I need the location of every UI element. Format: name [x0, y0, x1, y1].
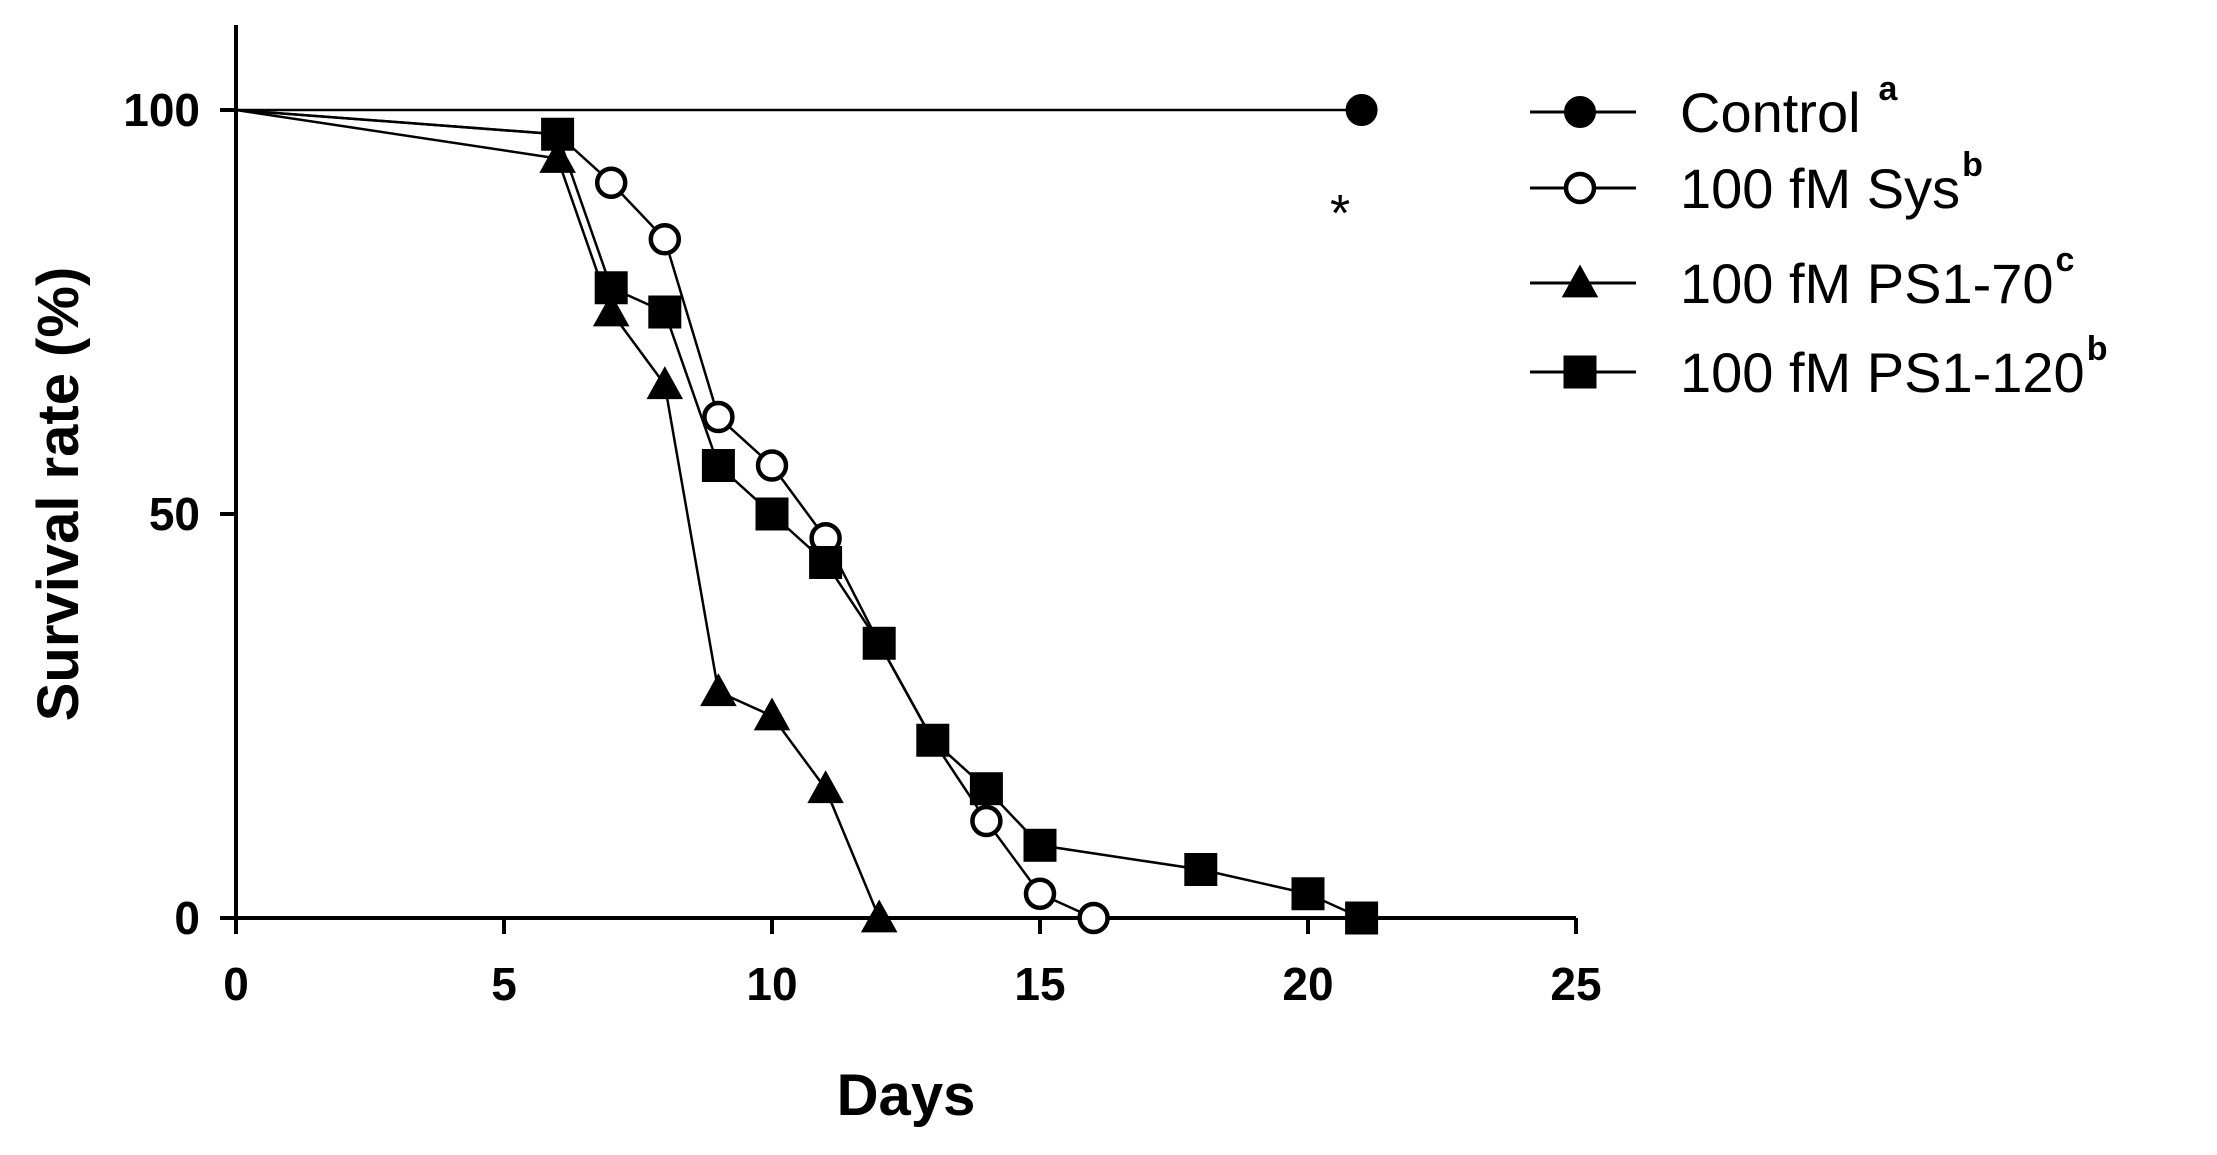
- data-point: [916, 723, 950, 757]
- data-point: [1077, 901, 1110, 935]
- legend-label: 100 fM Sys: [1680, 157, 1960, 220]
- data-point: [648, 223, 682, 256]
- legend-item: 100 fM PS1-120 b: [1530, 330, 2107, 404]
- data-point: [1291, 877, 1325, 911]
- legend-marker: [1564, 96, 1596, 128]
- x-tick-label: 5: [491, 958, 517, 1010]
- legend-label: 100 fM PS1-120: [1680, 341, 2085, 404]
- legend-marker: [1563, 355, 1597, 389]
- data-point: [539, 139, 576, 173]
- data-point: [753, 697, 791, 731]
- x-tick-label: 0: [223, 958, 249, 1010]
- data-point: [807, 770, 844, 804]
- x-tick-label: 10: [746, 958, 797, 1010]
- series-2: [235, 108, 881, 919]
- data-point: [594, 166, 628, 199]
- data-point: [1023, 877, 1057, 911]
- data-point: [755, 449, 789, 482]
- axes: 0 5 10 15 20 25 0 50 100 Days Survival rate (%): [26, 25, 1602, 1128]
- data-point: [541, 117, 575, 151]
- series-layer: [235, 94, 1379, 935]
- data-point: [1184, 853, 1218, 887]
- series-line: [235, 108, 1363, 920]
- data-point: [1345, 94, 1378, 126]
- x-tick-label: 15: [1014, 958, 1065, 1010]
- data-point: [1345, 901, 1379, 935]
- legend-superscript: b: [1962, 146, 1983, 184]
- legend-item: Control a: [1530, 70, 1899, 144]
- data-point: [702, 400, 735, 434]
- data-point: [755, 497, 789, 531]
- data-point: [1023, 828, 1057, 862]
- data-point: [592, 293, 630, 327]
- x-tick-label: 20: [1282, 958, 1333, 1010]
- series-markers-2: [539, 139, 898, 933]
- y-axis-title: Survival rate (%): [26, 267, 91, 722]
- data-point: [809, 545, 843, 579]
- legend-item: 100 fM PS1-70 c: [1530, 241, 2074, 315]
- legend-superscript: a: [1879, 70, 1899, 108]
- x-tick-label: 25: [1550, 958, 1601, 1010]
- data-point: [969, 772, 1003, 806]
- legend-marker: [1561, 264, 1599, 298]
- x-axis-title: Days: [837, 1063, 976, 1128]
- data-point: [648, 295, 682, 329]
- data-point: [594, 271, 628, 305]
- series-markers-3: [541, 117, 1379, 935]
- data-point: [862, 626, 896, 660]
- series-markers-0: [1345, 94, 1378, 126]
- series-line: [235, 108, 881, 919]
- data-point: [860, 899, 898, 933]
- legend-label: Control: [1680, 81, 1861, 144]
- significance-annotation: *: [1330, 185, 1350, 243]
- data-point: [646, 366, 684, 400]
- legend-label: 100 fM PS1-70: [1680, 252, 2054, 315]
- y-tick-label: 0: [174, 892, 200, 944]
- legend-marker: [1563, 171, 1597, 205]
- data-point: [700, 673, 737, 707]
- y-tick-label: 50: [149, 488, 200, 540]
- data-point: [970, 804, 1003, 838]
- legend-superscript: c: [2056, 241, 2075, 279]
- legend-superscript: b: [2087, 330, 2108, 368]
- series-markers-1: [541, 117, 1110, 935]
- y-tick-label: 100: [123, 84, 200, 136]
- series-3: [235, 108, 1363, 920]
- legend-item: 100 fM Sys b: [1530, 146, 1983, 220]
- data-point: [701, 449, 735, 483]
- annotation-layer: *: [1330, 185, 1350, 243]
